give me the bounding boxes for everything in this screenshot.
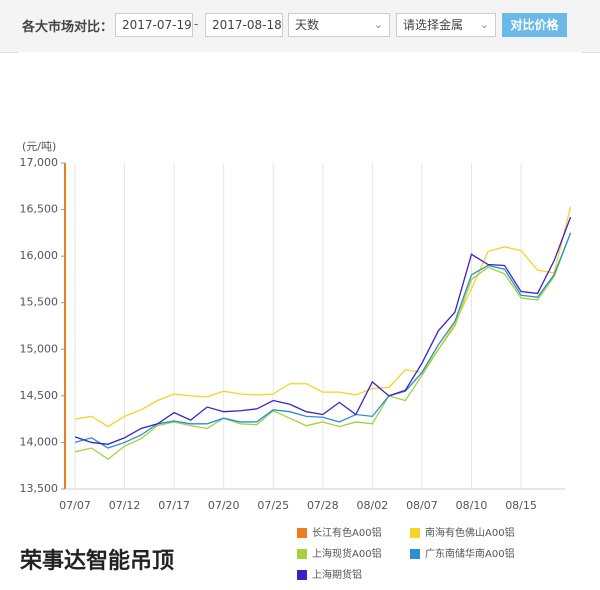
- toolbar: 各大市场对比： 2017-07-19 - 2017-08-18 天数 ⌄ 请选择金…: [0, 0, 600, 53]
- metal-text: 请选择金属: [403, 18, 464, 32]
- y-tick-label: 14,500: [20, 389, 59, 402]
- metal-select[interactable]: 请选择金属 ⌄: [396, 13, 496, 37]
- legend-swatch: [297, 570, 307, 580]
- legend-swatch: [297, 549, 307, 559]
- y-tick-label: 14,000: [20, 435, 59, 448]
- period-text: 天数: [295, 18, 320, 32]
- y-tick-label: 15,000: [20, 342, 59, 355]
- legend-swatch: [297, 528, 307, 538]
- legend-label: 上海期货铝: [312, 568, 362, 581]
- start-date[interactable]: 2017-07-19: [115, 13, 193, 37]
- series-line: [74, 232, 572, 460]
- y-tick-label: 16,500: [20, 203, 59, 216]
- series-line: [74, 206, 572, 428]
- divider: [18, 52, 582, 54]
- x-tick-label: 08/10: [456, 499, 488, 512]
- x-tick-label: 08/02: [357, 499, 389, 512]
- legend-swatch: [410, 549, 420, 559]
- y-tick-label: 17,000: [20, 156, 59, 169]
- end-date[interactable]: 2017-08-18: [205, 13, 283, 37]
- legend-swatch: [410, 528, 420, 538]
- dropdown-arrow: ⌄: [373, 18, 383, 31]
- legend-label: 上海现货A00铝: [312, 547, 382, 560]
- legend-label: 广东南储华南A00铝: [425, 547, 515, 560]
- period-select[interactable]: 天数 ⌄: [288, 13, 390, 37]
- y-axis-label: (元/吨): [22, 140, 56, 153]
- separator: -: [194, 17, 199, 31]
- x-tick-label: 07/20: [208, 499, 240, 512]
- x-tick-label: 08/07: [406, 499, 438, 512]
- legend-label: 长江有色A00铝: [312, 526, 382, 539]
- y-tick-label: 13,500: [20, 482, 59, 495]
- legend-label: 南海有色佛山A00铝: [425, 526, 515, 539]
- x-tick-label: 07/28: [307, 499, 339, 512]
- compare-button[interactable]: 对比价格: [502, 13, 567, 37]
- x-tick-label: 07/12: [109, 499, 141, 512]
- y-tick-label: 15,500: [20, 296, 59, 309]
- toolbar-label: 各大市场对比：: [22, 20, 114, 35]
- x-tick-label: 07/17: [158, 499, 190, 512]
- x-tick-label: 07/25: [257, 499, 289, 512]
- x-tick-label: 08/15: [505, 499, 537, 512]
- dropdown-arrow: ⌄: [479, 18, 489, 31]
- x-tick-label: 07/07: [59, 499, 91, 512]
- series-line: [74, 216, 572, 445]
- watermark: 荣事达智能吊顶: [19, 548, 174, 574]
- y-tick-label: 16,000: [20, 249, 59, 262]
